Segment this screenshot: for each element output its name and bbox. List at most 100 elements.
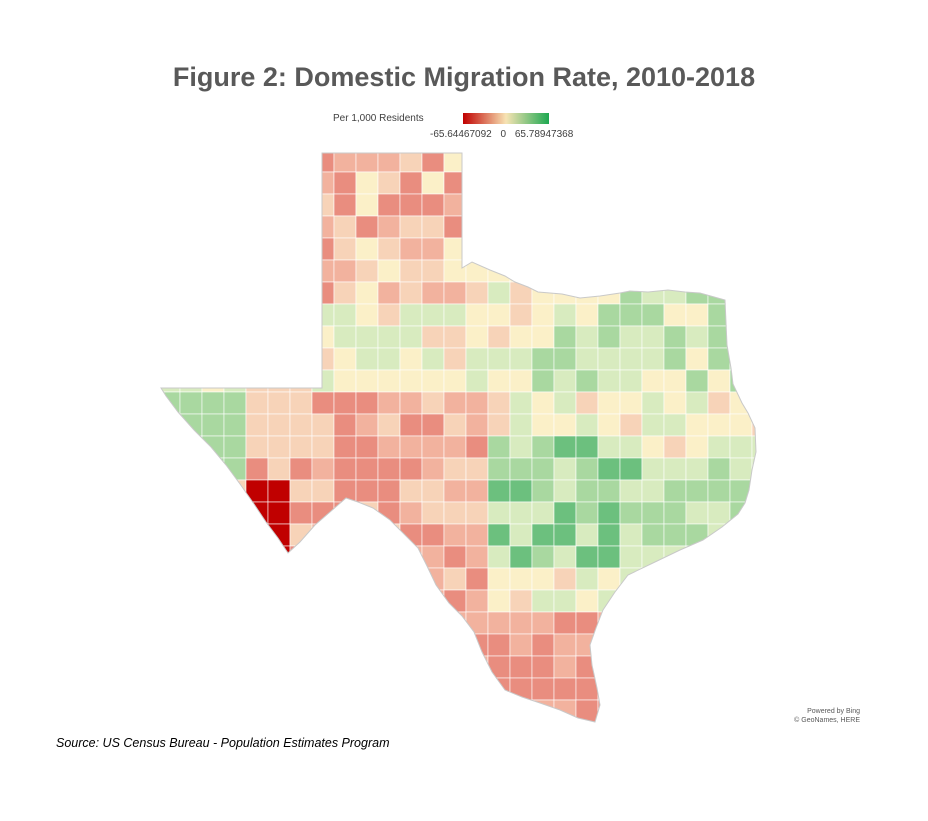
county-cell: [201, 215, 225, 239]
county-cell: [597, 193, 621, 217]
county-cell: [531, 545, 555, 569]
county-cell: [443, 479, 467, 503]
county-cell: [685, 611, 709, 635]
county-cell: [729, 237, 753, 261]
county-cell: [641, 325, 665, 349]
county-cell: [377, 369, 401, 393]
county-cell: [685, 435, 709, 459]
county-cell: [487, 457, 511, 481]
county-cell: [751, 721, 756, 722]
county-cell: [751, 457, 756, 481]
county-cell: [267, 347, 291, 371]
county-cell: [355, 391, 379, 415]
county-cell: [399, 215, 423, 239]
county-cell: [399, 721, 423, 722]
county-cell: [223, 655, 247, 679]
county-cell: [707, 589, 731, 613]
county-cell: [509, 655, 533, 679]
county-cell: [179, 589, 203, 613]
county-cell: [553, 655, 577, 679]
county-cell: [311, 391, 335, 415]
county-cell: [223, 153, 247, 173]
county-cell: [377, 457, 401, 481]
county-cell: [663, 325, 687, 349]
county-cell: [641, 369, 665, 393]
county-cell: [179, 457, 203, 481]
county-cell: [245, 413, 269, 437]
county-cell: [531, 391, 555, 415]
county-cell: [553, 303, 577, 327]
county-cell: [729, 303, 753, 327]
county-cell: [663, 303, 687, 327]
county-cell: [531, 523, 555, 547]
county-cell: [663, 721, 687, 722]
county-cell: [289, 501, 313, 525]
county-cell: [509, 153, 533, 173]
county-cell: [311, 523, 335, 547]
county-cell: [685, 391, 709, 415]
county-cell: [707, 171, 731, 195]
county-cell: [179, 655, 203, 679]
county-cell: [751, 435, 756, 459]
county-cell: [201, 611, 225, 635]
county-cell: [751, 153, 756, 173]
county-cell: [443, 655, 467, 679]
county-cell: [311, 567, 335, 591]
county-cell: [223, 501, 247, 525]
county-cell: [355, 281, 379, 305]
county-cell: [443, 413, 467, 437]
county-cell: [663, 413, 687, 437]
county-cell: [663, 369, 687, 393]
county-cell: [685, 501, 709, 525]
county-cell: [245, 523, 269, 547]
county-cell: [487, 413, 511, 437]
county-cell: [267, 193, 291, 217]
county-cell: [465, 171, 489, 195]
county-cell: [289, 259, 313, 283]
county-cell: [641, 413, 665, 437]
county-cell: [311, 677, 335, 701]
county-cell: [223, 281, 247, 305]
county-cell: [201, 237, 225, 261]
county-cell: [201, 259, 225, 283]
county-cell: [377, 655, 401, 679]
county-cell: [245, 281, 269, 305]
county-cell: [619, 303, 643, 327]
county-cell: [685, 325, 709, 349]
county-cell: [487, 237, 511, 261]
county-cell: [267, 501, 291, 525]
county-cell: [597, 479, 621, 503]
legend-max: 65.78947368: [514, 129, 574, 140]
county-cell: [729, 413, 753, 437]
county-cell: [311, 545, 335, 569]
county-cell: [161, 457, 181, 481]
county-cell: [245, 347, 269, 371]
county-cell: [465, 347, 489, 371]
county-cell: [685, 545, 709, 569]
county-cell: [487, 347, 511, 371]
county-cell: [509, 435, 533, 459]
county-cell: [267, 589, 291, 613]
county-cell: [465, 369, 489, 393]
county-cell: [399, 171, 423, 195]
county-cell: [575, 281, 599, 305]
county-cell: [729, 391, 753, 415]
county-cell: [575, 347, 599, 371]
county-cell: [619, 325, 643, 349]
county-cell: [223, 193, 247, 217]
county-cell: [377, 479, 401, 503]
county-cell: [201, 413, 225, 437]
map-credit: Powered by Bing © GeoNames, HERE: [794, 707, 860, 725]
county-cell: [421, 259, 445, 283]
county-cell: [509, 589, 533, 613]
county-cell: [201, 699, 225, 722]
county-cell: [179, 259, 203, 283]
county-cell: [729, 567, 753, 591]
county-cell: [465, 193, 489, 217]
county-cell: [443, 391, 467, 415]
county-cell: [465, 391, 489, 415]
county-cell: [465, 699, 489, 722]
county-cell: [751, 545, 756, 569]
county-cell: [267, 215, 291, 239]
county-cell: [553, 259, 577, 283]
